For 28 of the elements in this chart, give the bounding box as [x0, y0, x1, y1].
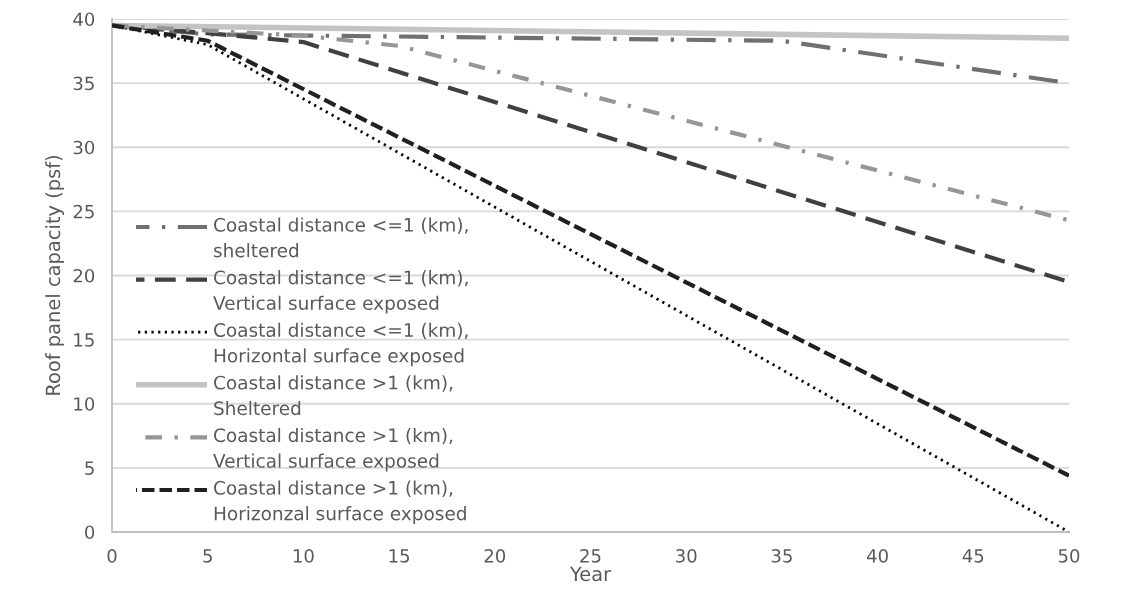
x-tick-label: 5	[203, 549, 212, 563]
y-tick-label: 15	[74, 333, 94, 347]
x-tick-label: 10	[293, 548, 314, 563]
y-tick-label: 10	[74, 397, 95, 411]
x-tick-label: 40	[867, 548, 888, 563]
y-tick-label: 30	[73, 140, 95, 155]
x-tick-label: 25	[580, 548, 601, 563]
x-tick-label: 45	[962, 549, 984, 563]
y-tick-label: 5	[85, 461, 94, 475]
legend-label: Coastal distance >1 (km), Vertical surface exposed	[213, 427, 453, 472]
y-tick-label: 25	[73, 204, 94, 219]
y-tick-label: 35	[73, 76, 94, 91]
legend-label: Coastal distance >1 (km), Horizonzal surface exposed	[214, 480, 466, 524]
x-axis-title: Year	[569, 566, 612, 582]
x-tick-label: 50	[1058, 548, 1080, 563]
legend-label: Coastal distance >1 (km), Sheltered	[214, 375, 453, 416]
y-axis-title: Roof panel capacity (psf)	[45, 156, 65, 395]
legend-label: Coastal distance <=1 (km), sheltered	[214, 217, 468, 258]
y-tick-label: 40	[73, 12, 95, 27]
legend-label: Coastal distance <=1 (km), Vertical surface exposed	[213, 270, 468, 314]
x-tick-label: 30	[676, 548, 697, 563]
x-tick-label: 15	[389, 549, 410, 563]
x-tick-label: 20	[484, 548, 506, 563]
x-tick-label: 35	[771, 548, 792, 563]
x-tick-label: 0	[107, 548, 117, 563]
legend-label: Coastal distance <=1 (km), Horizontal surface exposed	[214, 322, 468, 367]
y-tick-label: 20	[73, 268, 95, 283]
y-tick-label: 0	[85, 525, 95, 540]
